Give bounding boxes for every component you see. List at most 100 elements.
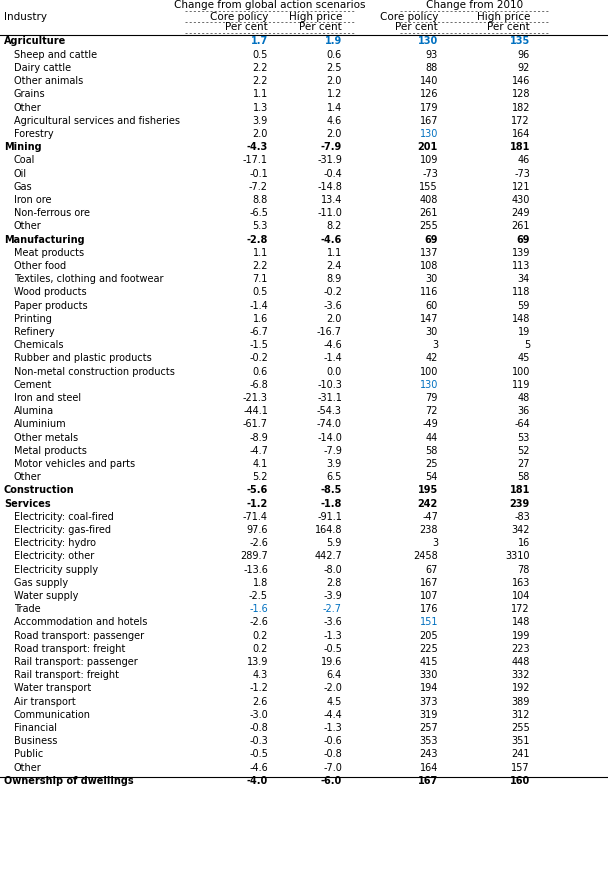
Text: Road transport: freight: Road transport: freight <box>14 643 125 653</box>
Text: 261: 261 <box>511 222 530 231</box>
Text: 130: 130 <box>420 380 438 390</box>
Text: -14.0: -14.0 <box>317 433 342 442</box>
Text: 223: 223 <box>511 643 530 653</box>
Text: 157: 157 <box>511 763 530 773</box>
Text: 93: 93 <box>426 50 438 60</box>
Text: -31.1: -31.1 <box>317 392 342 403</box>
Text: 2.0: 2.0 <box>253 129 268 139</box>
Text: 0.5: 0.5 <box>253 50 268 60</box>
Text: 4.1: 4.1 <box>253 459 268 469</box>
Text: Iron ore: Iron ore <box>14 195 52 205</box>
Text: Public: Public <box>14 749 43 759</box>
Text: 148: 148 <box>511 618 530 627</box>
Text: 119: 119 <box>511 380 530 390</box>
Text: -16.7: -16.7 <box>317 327 342 337</box>
Text: -17.1: -17.1 <box>243 155 268 166</box>
Text: 97.6: 97.6 <box>246 525 268 535</box>
Text: 312: 312 <box>511 709 530 720</box>
Text: 72: 72 <box>426 406 438 417</box>
Text: -1.3: -1.3 <box>323 630 342 641</box>
Text: 389: 389 <box>511 697 530 707</box>
Text: -14.8: -14.8 <box>317 182 342 191</box>
Text: 52: 52 <box>517 446 530 456</box>
Text: High price: High price <box>477 12 530 21</box>
Text: -0.4: -0.4 <box>323 168 342 179</box>
Text: 3.9: 3.9 <box>326 459 342 469</box>
Text: 79: 79 <box>426 392 438 403</box>
Text: 3: 3 <box>432 340 438 350</box>
Text: 2.2: 2.2 <box>252 77 268 86</box>
Text: 182: 182 <box>511 102 530 112</box>
Text: 88: 88 <box>426 63 438 73</box>
Text: 2.0: 2.0 <box>326 77 342 86</box>
Text: 172: 172 <box>511 116 530 125</box>
Text: -71.4: -71.4 <box>243 512 268 522</box>
Text: Dairy cattle: Dairy cattle <box>14 63 71 73</box>
Text: Financial: Financial <box>14 723 57 732</box>
Text: -6.7: -6.7 <box>249 327 268 337</box>
Text: -73: -73 <box>514 168 530 179</box>
Text: Wood products: Wood products <box>14 287 86 297</box>
Text: 128: 128 <box>511 89 530 100</box>
Text: 5.9: 5.9 <box>326 538 342 548</box>
Text: -83: -83 <box>514 512 530 522</box>
Text: 342: 342 <box>511 525 530 535</box>
Text: 5.3: 5.3 <box>253 222 268 231</box>
Text: 6.5: 6.5 <box>326 472 342 482</box>
Text: 34: 34 <box>518 274 530 284</box>
Text: 239: 239 <box>510 498 530 508</box>
Text: 181: 181 <box>510 142 530 152</box>
Text: 140: 140 <box>420 77 438 86</box>
Text: -0.5: -0.5 <box>323 643 342 653</box>
Text: 3: 3 <box>432 538 438 548</box>
Text: 45: 45 <box>517 353 530 363</box>
Text: 116: 116 <box>420 287 438 297</box>
Text: -21.3: -21.3 <box>243 392 268 403</box>
Text: 139: 139 <box>511 247 530 258</box>
Text: Other animals: Other animals <box>14 77 83 86</box>
Text: -2.0: -2.0 <box>323 684 342 693</box>
Text: 192: 192 <box>511 684 530 693</box>
Text: 3.9: 3.9 <box>253 116 268 125</box>
Text: 2458: 2458 <box>413 551 438 562</box>
Text: 8.9: 8.9 <box>326 274 342 284</box>
Text: 430: 430 <box>511 195 530 205</box>
Text: 442.7: 442.7 <box>314 551 342 562</box>
Text: -0.8: -0.8 <box>323 749 342 759</box>
Text: Printing: Printing <box>14 313 52 324</box>
Text: Manufacturing: Manufacturing <box>4 234 85 245</box>
Text: -61.7: -61.7 <box>243 419 268 429</box>
Text: -47: -47 <box>422 512 438 522</box>
Text: Per cent: Per cent <box>487 22 530 33</box>
Text: 4.5: 4.5 <box>326 697 342 707</box>
Text: Other: Other <box>14 102 42 112</box>
Text: 1.3: 1.3 <box>253 102 268 112</box>
Text: -0.2: -0.2 <box>249 353 268 363</box>
Text: Cement: Cement <box>14 380 52 390</box>
Text: 0.2: 0.2 <box>253 630 268 641</box>
Text: 6.4: 6.4 <box>326 670 342 680</box>
Text: 4.6: 4.6 <box>326 116 342 125</box>
Text: -3.0: -3.0 <box>249 709 268 720</box>
Text: 5.2: 5.2 <box>252 472 268 482</box>
Text: Change from 2010: Change from 2010 <box>426 0 523 10</box>
Text: 100: 100 <box>420 367 438 376</box>
Text: 0.0: 0.0 <box>326 367 342 376</box>
Text: 155: 155 <box>420 182 438 191</box>
Text: 194: 194 <box>420 684 438 693</box>
Text: -13.6: -13.6 <box>243 564 268 575</box>
Text: Other: Other <box>14 222 42 231</box>
Text: 1.4: 1.4 <box>326 102 342 112</box>
Text: 261: 261 <box>420 208 438 218</box>
Text: 199: 199 <box>511 630 530 641</box>
Text: -7.9: -7.9 <box>321 142 342 152</box>
Text: -1.4: -1.4 <box>323 353 342 363</box>
Text: 167: 167 <box>418 776 438 786</box>
Text: -64: -64 <box>514 419 530 429</box>
Text: -54.3: -54.3 <box>317 406 342 417</box>
Text: 0.2: 0.2 <box>253 643 268 653</box>
Text: 238: 238 <box>420 525 438 535</box>
Text: -3.6: -3.6 <box>323 618 342 627</box>
Text: -0.3: -0.3 <box>249 736 268 746</box>
Text: Electricity: other: Electricity: other <box>14 551 94 562</box>
